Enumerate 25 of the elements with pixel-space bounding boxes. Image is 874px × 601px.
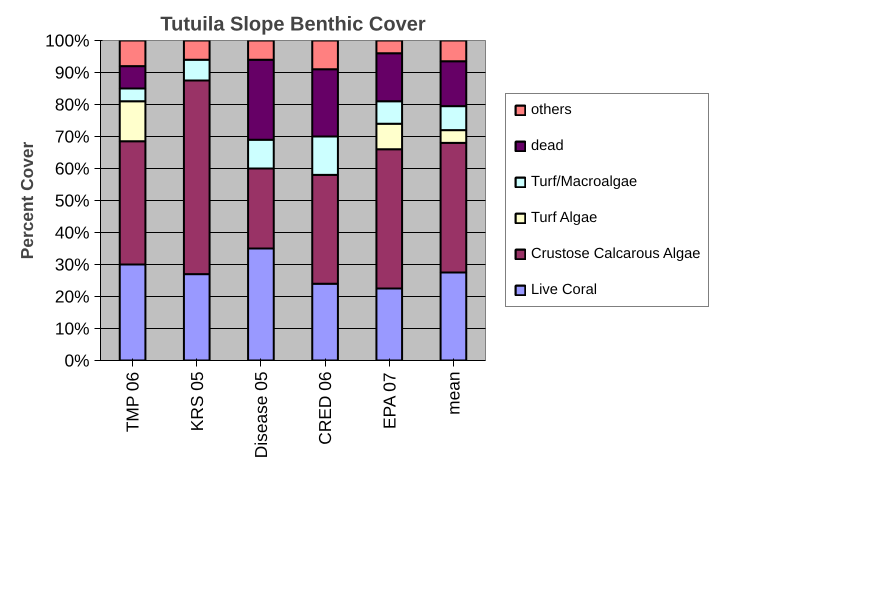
x-tick-label: KRS 05 [186,372,207,432]
y-tick-label: 10% [54,318,90,338]
x-tick-label: Disease 05 [250,371,271,458]
y-tick-label: 90% [54,62,90,82]
legend-label: dead [531,138,564,154]
y-tick-label: 30% [54,254,90,274]
y-tick-label: 70% [54,126,90,146]
chart-title: Tutuila Slope Benthic Cover [160,14,426,36]
x-tick-label: TMP 06 [122,372,143,432]
legend-label: others [531,102,572,118]
y-tick-label: 40% [54,222,90,242]
y-tick-label: 60% [54,158,90,178]
y-axis-title: Percent Cover [17,141,38,260]
x-tick-label: mean [443,371,464,415]
y-tick-label: 100% [45,30,90,50]
legend-label: Turf Algae [531,210,598,226]
legend-label: Turf/Macroalgae [531,174,638,190]
y-tick-label: 50% [54,190,90,210]
x-tick-label: EPA 07 [379,372,400,429]
y-tick-label: 80% [54,94,90,114]
legend-label: Live Coral [531,282,597,298]
legend-label: Crustose Calcarous Algae [531,246,700,262]
y-tick-label: 20% [54,286,90,306]
y-tick-label: 0% [64,350,90,370]
x-tick-label: CRED 06 [315,371,336,445]
